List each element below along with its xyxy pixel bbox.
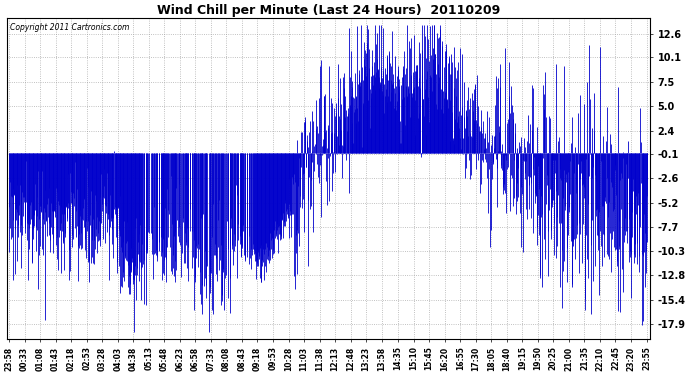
Text: Copyright 2011 Cartronics.com: Copyright 2011 Cartronics.com xyxy=(10,23,130,32)
Title: Wind Chill per Minute (Last 24 Hours)  20110209: Wind Chill per Minute (Last 24 Hours) 20… xyxy=(157,4,500,17)
